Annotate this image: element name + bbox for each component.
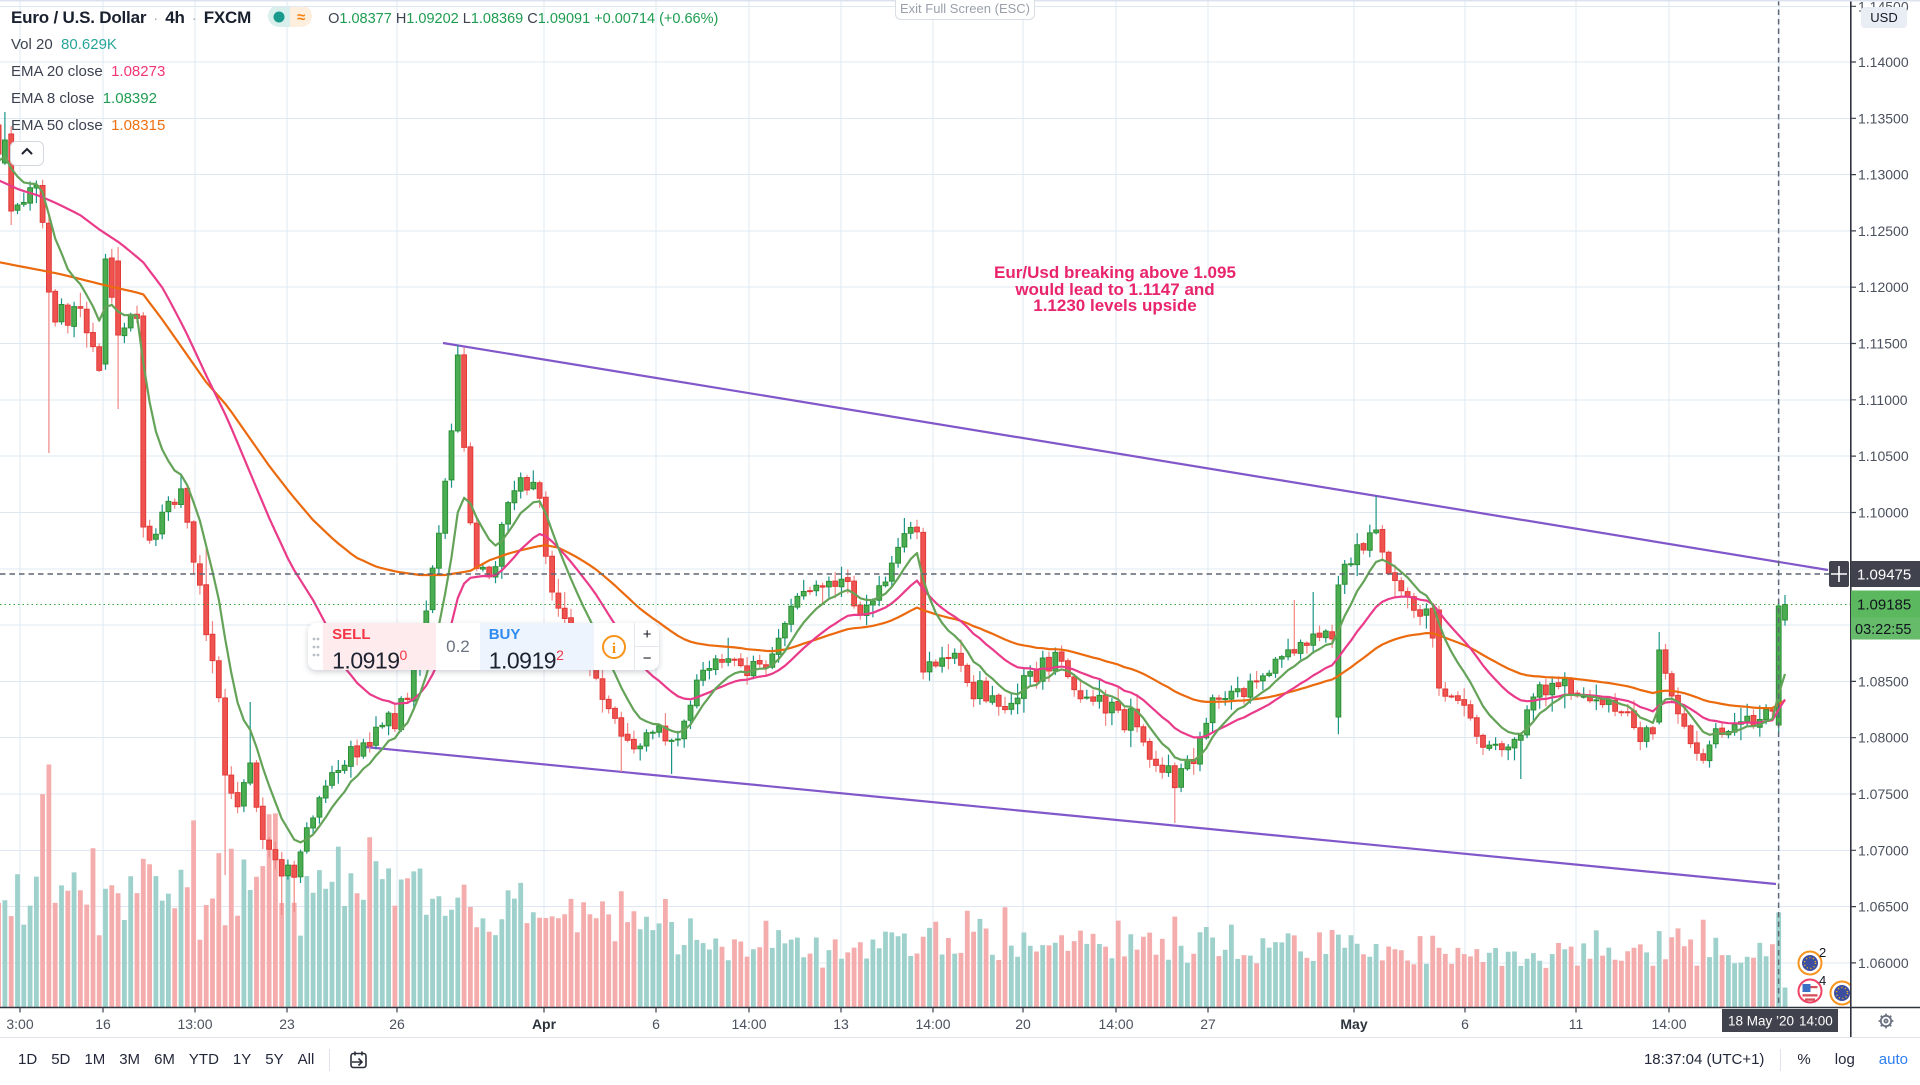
svg-text:2: 2 xyxy=(1819,945,1826,960)
svg-text:14:00: 14:00 xyxy=(915,1016,950,1032)
svg-text:13:00: 13:00 xyxy=(177,1016,212,1032)
svg-text:11: 11 xyxy=(1569,1016,1584,1032)
svg-text:1.11500: 1.11500 xyxy=(1858,336,1908,352)
svg-text:6: 6 xyxy=(652,1016,660,1032)
svg-text:14:00: 14:00 xyxy=(1799,1014,1833,1029)
svg-text:14:00: 14:00 xyxy=(1098,1016,1133,1032)
svg-text:13: 13 xyxy=(833,1016,849,1032)
svg-text:1.07000: 1.07000 xyxy=(1858,842,1909,858)
svg-text:1.08500: 1.08500 xyxy=(1858,673,1909,689)
svg-text:03:22:55: 03:22:55 xyxy=(1855,622,1911,638)
svg-text:1.13000: 1.13000 xyxy=(1858,167,1909,183)
svg-text:23: 23 xyxy=(279,1016,295,1032)
svg-text:6: 6 xyxy=(1461,1016,1469,1032)
svg-text:26: 26 xyxy=(389,1016,405,1032)
svg-text:1.07500: 1.07500 xyxy=(1858,786,1909,802)
svg-text:May: May xyxy=(1340,1016,1367,1032)
svg-text:27: 27 xyxy=(1200,1016,1216,1032)
svg-text:1.12500: 1.12500 xyxy=(1858,223,1909,239)
svg-text:14:00: 14:00 xyxy=(1651,1016,1686,1032)
svg-text:1.09475: 1.09475 xyxy=(1857,567,1911,584)
svg-text:3:00: 3:00 xyxy=(6,1016,33,1032)
svg-text:14:00: 14:00 xyxy=(731,1016,766,1032)
svg-text:20: 20 xyxy=(1015,1016,1031,1032)
svg-text:1.14000: 1.14000 xyxy=(1858,54,1909,70)
svg-text:Apr: Apr xyxy=(532,1016,557,1032)
svg-text:1.12000: 1.12000 xyxy=(1858,279,1909,295)
svg-text:1.10500: 1.10500 xyxy=(1858,448,1909,464)
svg-text:1.06000: 1.06000 xyxy=(1858,955,1909,971)
svg-text:16: 16 xyxy=(95,1016,111,1032)
svg-text:1.06500: 1.06500 xyxy=(1858,899,1909,915)
svg-text:i: i xyxy=(612,641,616,657)
svg-text:USD: USD xyxy=(1870,10,1897,25)
svg-text:1.10000: 1.10000 xyxy=(1858,505,1909,521)
svg-text:1.13500: 1.13500 xyxy=(1858,110,1909,126)
svg-text:1.08000: 1.08000 xyxy=(1858,730,1909,746)
svg-text:18 May ’20: 18 May ’20 xyxy=(1728,1014,1794,1029)
svg-text:1.11000: 1.11000 xyxy=(1858,392,1908,408)
svg-text:1.09185: 1.09185 xyxy=(1857,597,1911,614)
svg-text:4: 4 xyxy=(1819,973,1826,988)
